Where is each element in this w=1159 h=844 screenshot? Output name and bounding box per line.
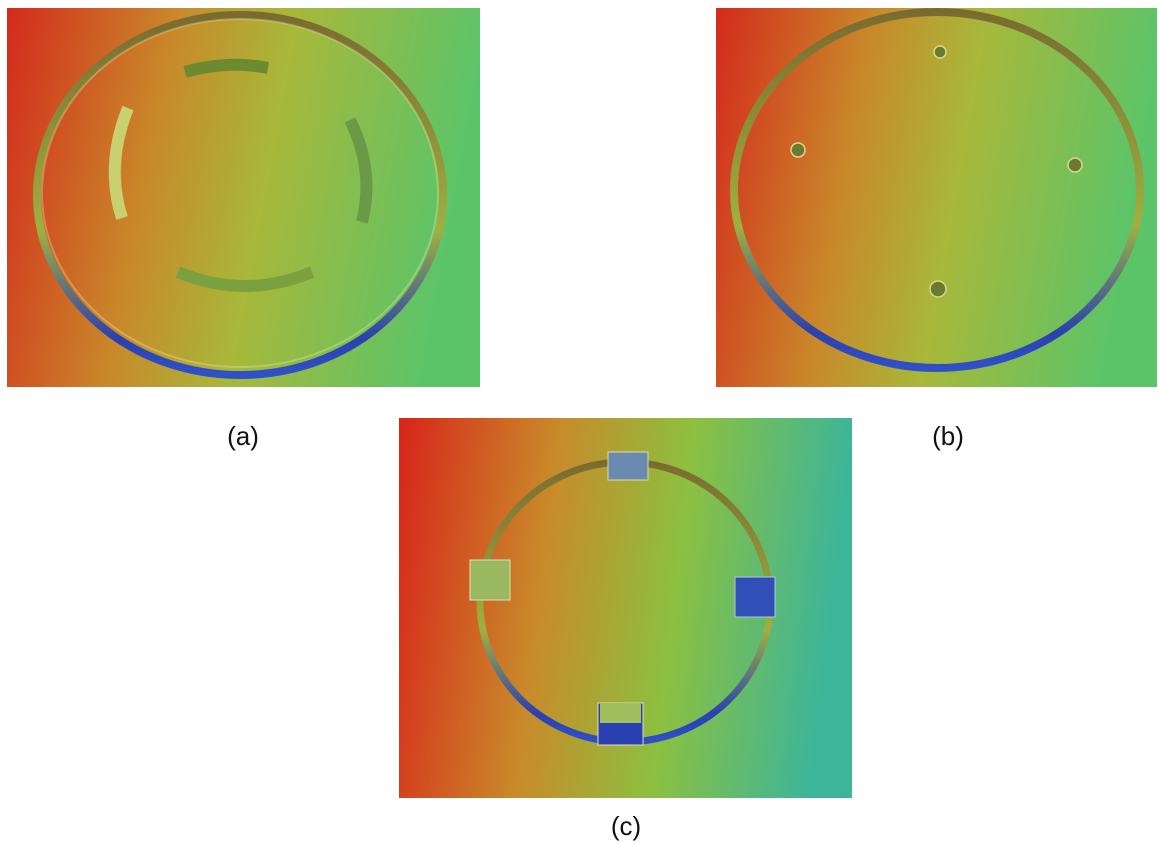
hole [930, 281, 946, 297]
slot [185, 65, 268, 72]
panel-label: (a) [227, 421, 259, 451]
block [735, 577, 775, 617]
panel-label: (b) [932, 421, 964, 451]
panel-b [716, 8, 1157, 387]
panel-c [399, 418, 852, 798]
block-top [600, 703, 641, 723]
block [470, 560, 510, 600]
hole [791, 143, 805, 157]
figure: (a) (b) (c) [0, 0, 1159, 844]
panel-a [7, 8, 480, 387]
page: (a) (b) (c) (() => { const data = JSON.p… [0, 0, 1159, 844]
hole [934, 46, 946, 58]
surface [716, 8, 1157, 387]
block [608, 452, 648, 480]
hole [1068, 158, 1082, 172]
panel-label: (c) [611, 811, 641, 841]
